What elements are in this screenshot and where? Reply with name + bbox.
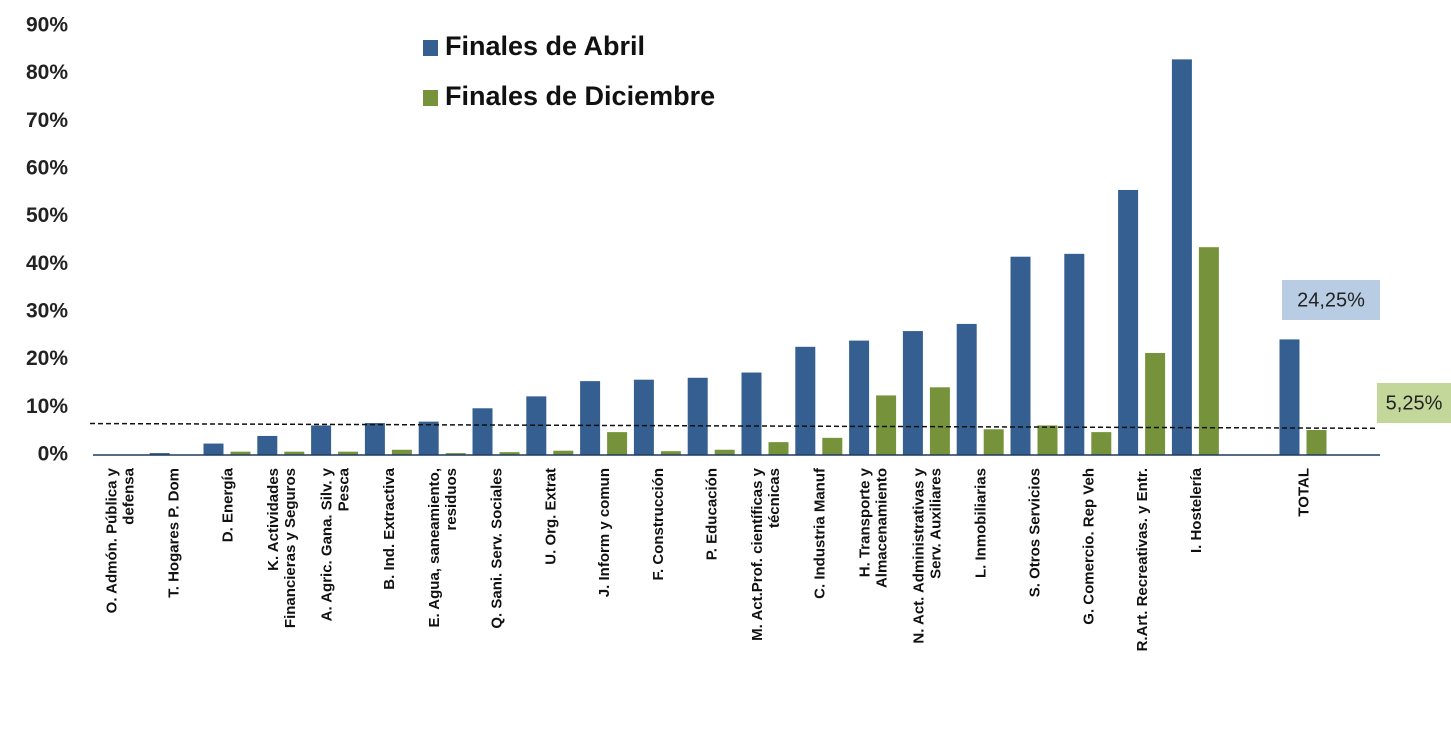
value-label: 24,25% [1297,289,1365,311]
x-tick-label: F. Construcción [650,468,667,581]
bar [687,377,708,455]
value-label: 5,25% [1386,392,1443,414]
x-tick-label: H. Transporte yAlmacenamiento [857,467,891,588]
bar [1091,432,1112,455]
bar [1171,59,1192,455]
bar [338,451,359,455]
y-tick-label: 60% [26,157,68,180]
bar [1145,352,1166,455]
x-tick-label: A. Agric. Gana. Silv. yPesca [319,467,353,621]
bar [1037,425,1058,455]
bar [795,346,816,455]
x-tick-label: U. Org. Extrat [542,468,559,565]
x-tick-label: G. Comercio. Rep Veh [1080,468,1097,625]
bar [580,381,601,455]
bar [822,437,843,455]
bar [418,421,439,455]
y-tick-label: 30% [26,300,68,323]
x-tick-label: B. Ind. Extractiva [381,467,398,589]
bar [714,449,735,455]
bar [741,372,762,455]
bar [633,379,654,455]
legend-swatch [423,90,438,106]
bar [660,451,681,455]
bar [902,331,923,455]
y-tick-label: 50% [26,204,68,227]
legend-label: Finales de Diciembre [445,81,715,111]
x-tick-label: C. Industria Manuf [811,467,828,599]
y-tick-label: 80% [26,61,68,84]
bar [956,323,977,455]
y-tick-label: 10% [26,395,68,418]
value-label-box [1282,280,1380,320]
bar [472,408,493,455]
x-tick-label: K. ActividadesFinancieras y Seguros [265,468,299,628]
bar [553,450,574,455]
x-tick-label: TOTAL [1296,468,1313,517]
reference-line [89,422,1376,430]
bar [526,396,547,455]
bar [849,340,870,455]
bar [929,387,950,455]
bar [1279,339,1300,455]
x-tick-label: I. Hostelería [1188,467,1205,553]
y-tick-label: 20% [26,347,68,370]
bar [364,423,385,455]
bar [311,425,332,455]
x-tick-label: Q. Sani. Serv. Sociales [489,468,506,629]
bar [1198,247,1219,455]
x-tick-label: P. Educación [704,468,721,560]
bar [1306,429,1327,455]
bar [391,449,412,455]
bar [1010,256,1031,455]
bar [768,442,789,455]
x-tick-label: R.Art. Recreativas. y Entr. [1134,468,1151,651]
x-tick-label: J. Inform y comun [596,468,613,597]
x-tick-label: D. Energía [220,467,237,542]
bar [607,432,628,455]
bar [149,453,170,455]
value-label-box [1377,383,1451,423]
bar [876,395,897,455]
x-tick-label: S. Otros Servicios [1027,468,1044,597]
y-tick-label: 90% [26,14,68,37]
bar [203,443,224,455]
bar [257,435,278,455]
bar [983,429,1004,455]
bar [499,452,520,455]
bar [284,451,305,455]
bar [230,451,251,455]
y-tick-label: 70% [26,109,68,132]
x-tick-label: O. Admón. Pública ydefensa [103,467,137,613]
bar [1118,189,1139,455]
y-tick-label: 40% [26,252,68,275]
x-tick-label: N. Act. Administrativas yServ. Auxiliare… [910,467,944,643]
y-tick-label: 0% [38,443,69,466]
bar [445,453,466,455]
legend-swatch [423,40,438,56]
x-tick-label: T. Hogares P. Dom [166,468,183,598]
bar [1064,253,1085,455]
x-tick-label: M. Act.Prof. científicas ytécnicas [749,467,783,640]
legend-label: Finales de Abril [445,31,645,61]
x-tick-label: E. Agua, saneamiento,residuos [426,468,460,628]
x-tick-label: L. Inmobiliarias [973,468,990,578]
